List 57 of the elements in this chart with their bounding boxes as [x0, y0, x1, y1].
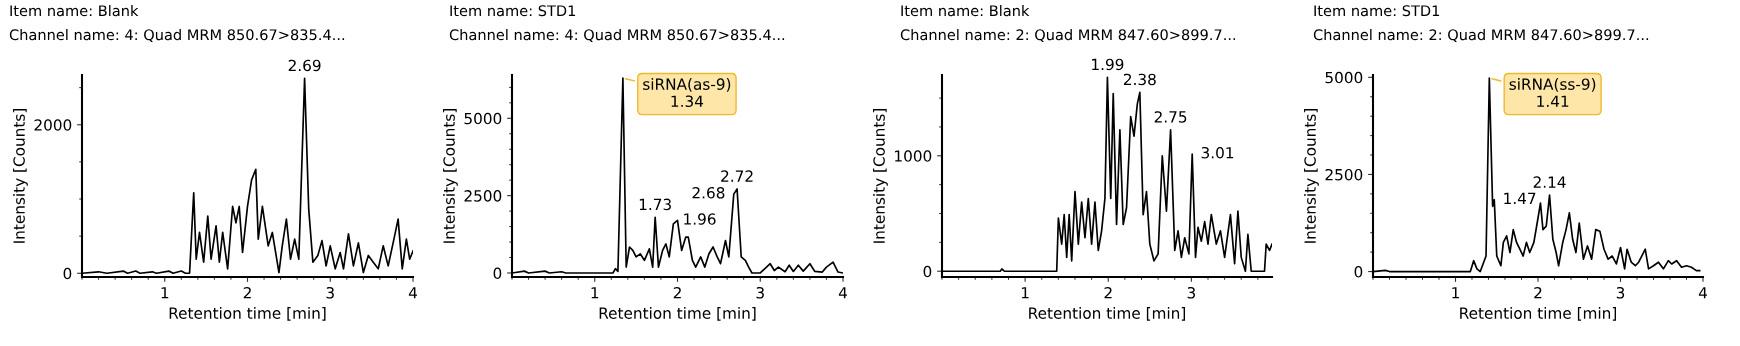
chart-title: Item name: Blank: [901, 4, 1030, 17]
chart-title: Item name: STD1: [1314, 5, 1440, 17]
x-tick-label: 2: [1534, 286, 1542, 299]
chart-title: Item name: STD1: [450, 5, 576, 17]
y-tick-label: 0: [493, 267, 502, 279]
x-tick-label: 3: [1616, 286, 1625, 299]
line-series: [512, 77, 843, 274]
x-tick-label: 4: [1698, 287, 1707, 299]
annotation: 2.14: [1533, 176, 1566, 188]
chart-title: Item name: Blank: [10, 4, 139, 17]
annotation: 1.96: [684, 213, 716, 225]
y-axis-title: Intensity [Counts]: [1304, 109, 1319, 243]
y-tick-label: 2000: [34, 119, 72, 131]
chart-subtitle: Channel name: 2: Quad MRM 847.60>899.7...: [900, 28, 1236, 42]
y-axis-title: Intensity [Counts]: [443, 109, 458, 243]
x-tick-label: 4: [408, 287, 417, 299]
line-series: [82, 77, 413, 275]
annotation: 1.47: [1504, 192, 1536, 204]
annotation: 2.38: [1123, 73, 1156, 86]
y-axis-title: Intensity [Counts]: [13, 109, 28, 243]
x-tick-label: 1: [161, 287, 169, 299]
chart-subtitle: Channel name: 4: Quad MRM 850.67>835.4...: [9, 28, 345, 42]
annotation: 2.69: [288, 59, 321, 72]
y-tick-label: 0: [63, 267, 72, 280]
x-tick-label: 1: [1452, 287, 1459, 299]
y-tick-label: 5000: [464, 112, 502, 125]
annotation: 2.75: [1154, 111, 1187, 123]
annotation: 2.72: [721, 170, 753, 182]
y-tick-label: 0: [1354, 266, 1363, 278]
y-tick-label: 0: [923, 265, 932, 278]
chart-subtitle: Channel name: 2: Quad MRM 847.60>899.7...: [1313, 28, 1649, 42]
x-axis-title: Retention time [min]: [1460, 307, 1616, 321]
x-tick-label: 2: [243, 286, 251, 299]
x-tick-label: 3: [326, 286, 334, 299]
x-tick-label: 3: [756, 286, 764, 299]
x-tick-label: 4: [838, 287, 847, 299]
annotation: 2.68: [692, 186, 725, 199]
x-axis-title: Retention time [min]: [169, 307, 326, 321]
annotation: 1.99: [1092, 58, 1124, 71]
line-series: [1373, 77, 1701, 273]
x-tick-label: 1: [591, 287, 599, 299]
y-tick-label: 2500: [1325, 168, 1363, 181]
annotation: siRNA(as-9) 1.34: [643, 78, 731, 108]
x-tick-label: 1: [1021, 287, 1029, 299]
x-axis-title: Retention time [min]: [1029, 307, 1185, 321]
x-tick-label: 2: [673, 286, 681, 299]
x-axis-title: Retention time [min]: [599, 307, 756, 321]
y-tick-label: 1000: [895, 150, 932, 162]
y-axis-title: Intensity [Counts]: [873, 109, 888, 243]
y-tick-label: 2500: [464, 190, 502, 202]
x-tick-label: 3: [1187, 286, 1196, 299]
chart-subtitle: Channel name: 4: Quad MRM 850.67>835.4...: [449, 28, 785, 42]
annotation: 3.01: [1201, 146, 1234, 159]
x-tick-label: 2: [1104, 286, 1112, 299]
y-tick-label: 5000: [1325, 71, 1363, 84]
annotation: siRNA(ss-9) 1.41: [1509, 78, 1596, 107]
annotation: 1.73: [639, 198, 671, 211]
